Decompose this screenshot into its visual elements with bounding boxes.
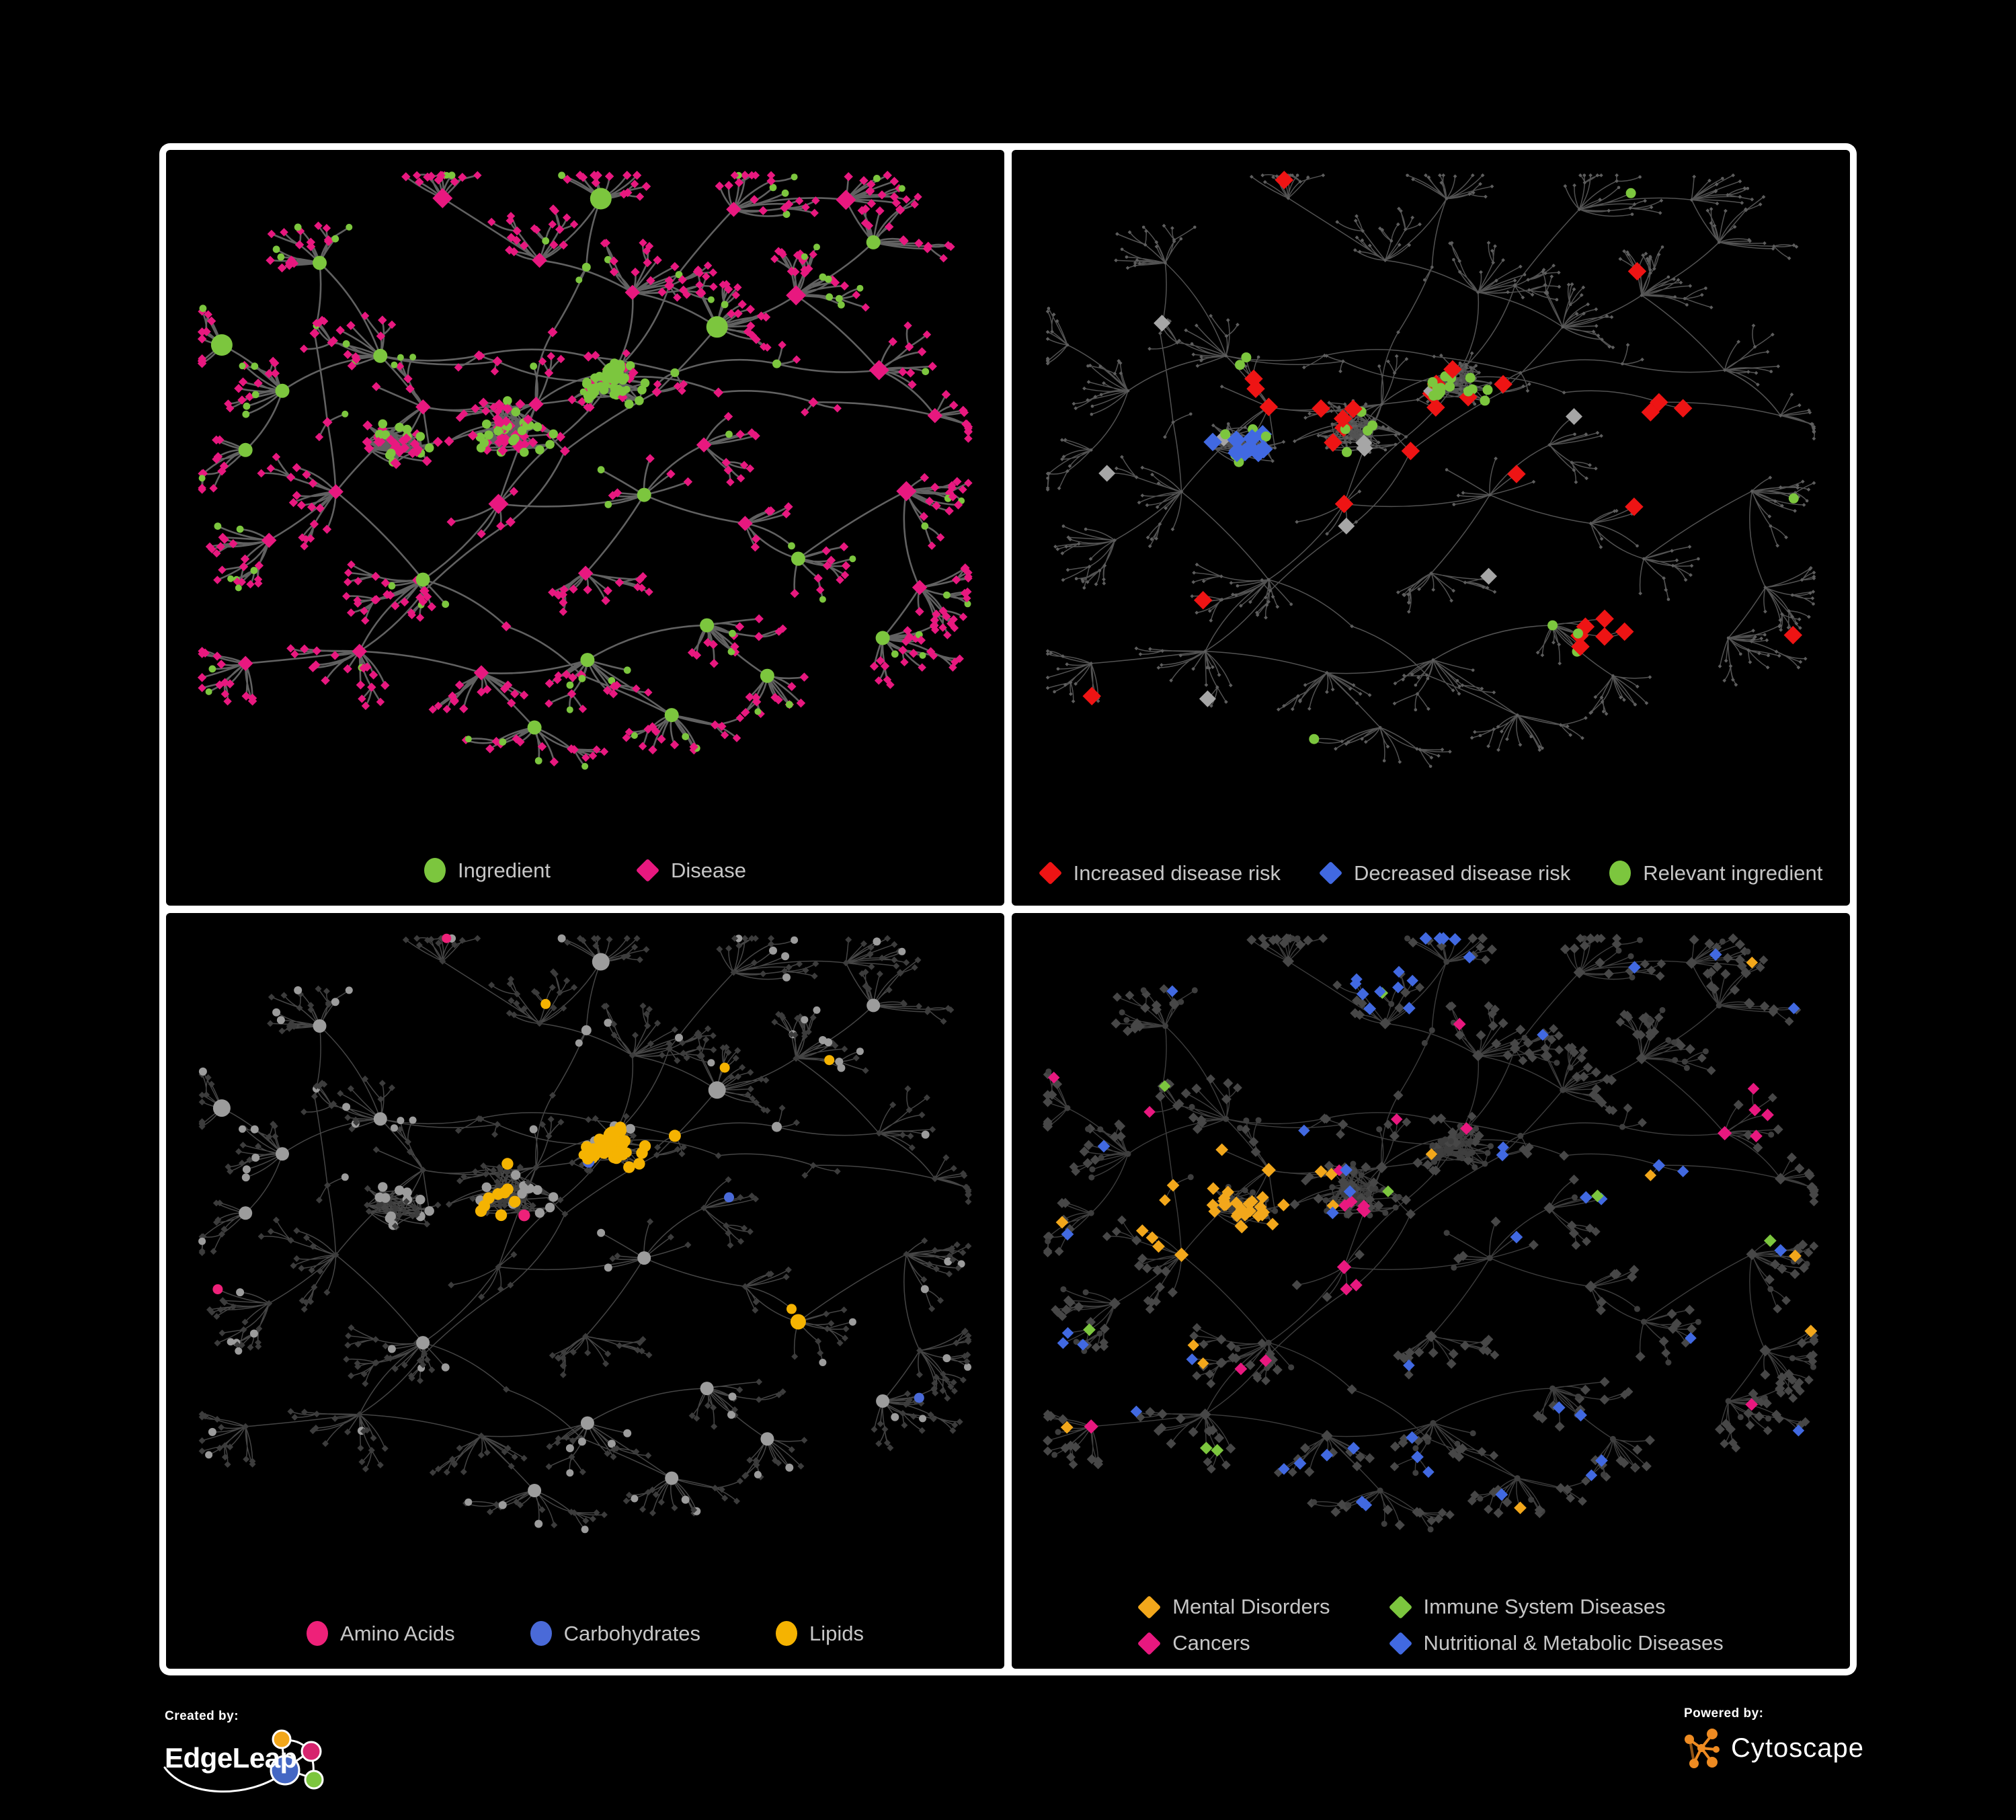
increased-disease-risk-diamond-marker-icon	[1038, 861, 1062, 885]
legend-item-disease: Disease	[635, 858, 746, 883]
legend-disease-classes: Mental Disorders Immune System Diseases Ca…	[1012, 1595, 1850, 1655]
figure-grid: Ingredient Disease Increased disease risk…	[159, 143, 1857, 1675]
carbohydrates-circle-marker-icon	[530, 1621, 552, 1646]
legend-label: Mental Disorders	[1172, 1595, 1330, 1618]
created-by-label: Created by:	[165, 1709, 239, 1723]
legend-label: Lipids	[809, 1621, 864, 1645]
immune-system-diseases-diamond-marker-icon	[1388, 1595, 1412, 1619]
disease-diamond-marker-icon	[635, 858, 660, 883]
panel-ingredients-diseases: Ingredient Disease	[166, 150, 1004, 906]
powered-by-label: Powered by:	[1684, 1706, 1764, 1720]
edgeleap-wordmark: EdgeLeap	[165, 1742, 297, 1774]
lipids-circle-marker-icon	[775, 1621, 797, 1646]
network-canvas-ingredients-diseases	[197, 170, 973, 770]
panel-disease-risk: Increased disease risk Decreased disease …	[1012, 150, 1850, 906]
cytoscape-logo-icon	[1685, 1729, 1720, 1768]
legend-label: Ingredient	[458, 858, 551, 882]
legend-ingredients-diseases: Ingredient Disease	[166, 858, 1004, 883]
relevant-ingredient-circle-marker-icon	[1609, 861, 1631, 885]
legend-item-carbohydrates: Carbohydrates	[530, 1621, 700, 1646]
panel-disease-classes: Mental Disorders Immune System Diseases Ca…	[1012, 913, 1850, 1669]
nutritional-metabolic-diseases-diamond-marker-icon	[1388, 1631, 1412, 1655]
legend-disease-risk: Increased disease risk Decreased disease …	[1012, 861, 1850, 885]
legend-label: Increased disease risk	[1073, 861, 1281, 885]
mental-disorders-diamond-marker-icon	[1137, 1595, 1162, 1619]
legend-item-immune-system-diseases: Immune System Diseases	[1388, 1595, 1724, 1619]
created-by-block: Created by: EdgeLeap	[163, 1709, 514, 1804]
legend-item-ingredient: Ingredient	[424, 858, 551, 883]
panel-ingredient-classes: Amino Acids Carbohydrates Lipids	[166, 913, 1004, 1669]
powered-by-block: Powered by: Cytoscape	[1684, 1706, 1864, 1770]
network-canvas-ingredient-classes	[198, 933, 972, 1534]
legend-label: Cancers	[1172, 1631, 1250, 1655]
legend-item-nutritional-metabolic-diseases: Nutritional & Metabolic Diseases	[1388, 1631, 1724, 1655]
legend-label: Immune System Diseases	[1423, 1595, 1666, 1618]
legend-label: Relevant ingredient	[1643, 861, 1823, 885]
edgeleap-brand-row: EdgeLeap	[163, 1729, 514, 1804]
legend-ingredient-classes: Amino Acids Carbohydrates Lipids	[166, 1621, 1004, 1646]
legend-item-increased-disease-risk: Increased disease risk	[1038, 861, 1281, 885]
amino-acids-circle-marker-icon	[307, 1621, 329, 1646]
legend-item-cancers: Cancers	[1137, 1631, 1330, 1655]
legend-label: Amino Acids	[340, 1621, 455, 1645]
legend-item-mental-disorders: Mental Disorders	[1137, 1595, 1330, 1619]
legend-item-decreased-disease-risk: Decreased disease risk	[1318, 861, 1571, 885]
edgeleap-logo-icon	[163, 1729, 324, 1793]
legend-label: Nutritional & Metabolic Diseases	[1423, 1631, 1724, 1655]
legend-label: Decreased disease risk	[1354, 861, 1571, 885]
network-canvas-disease-classes	[1043, 932, 1819, 1533]
legend-label: Carbohydrates	[563, 1621, 700, 1645]
legend-item-amino-acids: Amino Acids	[307, 1621, 455, 1646]
legend-label: Disease	[670, 858, 746, 882]
cytoscape-wordmark: Cytoscape	[1731, 1733, 1864, 1763]
legend-item-lipids: Lipids	[775, 1621, 864, 1646]
ingredient-circle-marker-icon	[424, 858, 446, 883]
decreased-disease-risk-diamond-marker-icon	[1318, 861, 1343, 885]
cytoscape-brand-row: Cytoscape	[1684, 1727, 1864, 1770]
legend-item-relevant-ingredient: Relevant ingredient	[1609, 861, 1822, 885]
network-canvas-disease-risk	[1045, 171, 1816, 768]
cancers-diamond-marker-icon	[1137, 1631, 1162, 1655]
